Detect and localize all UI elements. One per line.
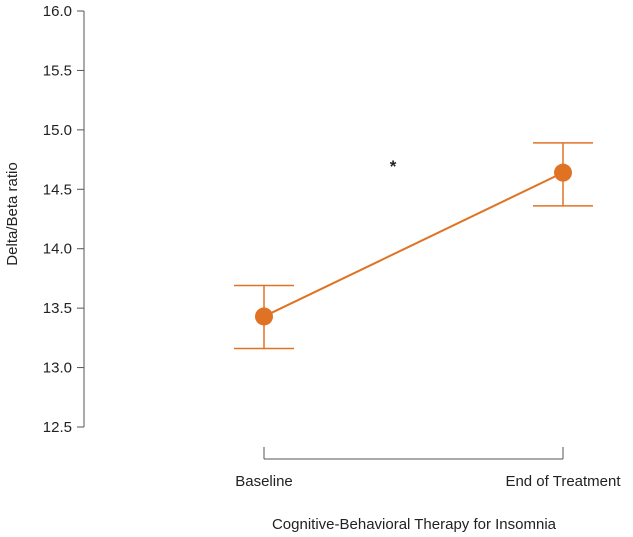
data-series <box>234 142 593 350</box>
y-tick-label-2: 13.5 <box>43 300 72 317</box>
significance-marker: * <box>390 157 397 176</box>
y-tick-label-0: 12.5 <box>43 419 72 436</box>
y-tick-label-5: 15.0 <box>43 122 72 139</box>
series-line <box>263 171 564 318</box>
x-tick-label-0: Baseline <box>235 473 293 490</box>
y-axis: 12.5 13.0 13.5 14.0 14.5 15.0 15.5 16.0 <box>43 3 85 436</box>
y-tick-label-1: 13.0 <box>43 360 72 377</box>
y-tick-label-4: 14.5 <box>43 181 72 198</box>
y-tick-label-7: 16.0 <box>43 3 72 20</box>
data-point-1 <box>554 163 572 182</box>
y-tick-label-3: 14.0 <box>43 241 72 258</box>
x-axis-title: Cognitive-Behavioral Therapy for Insomni… <box>272 516 557 533</box>
x-axis: Baseline End of Treatment <box>235 447 621 490</box>
x-tick-label-1: End of Treatment <box>505 473 621 490</box>
data-point-0 <box>255 307 273 326</box>
y-axis-title: Delta/Beta ratio <box>4 162 21 265</box>
y-tick-label-6: 15.5 <box>43 62 72 79</box>
